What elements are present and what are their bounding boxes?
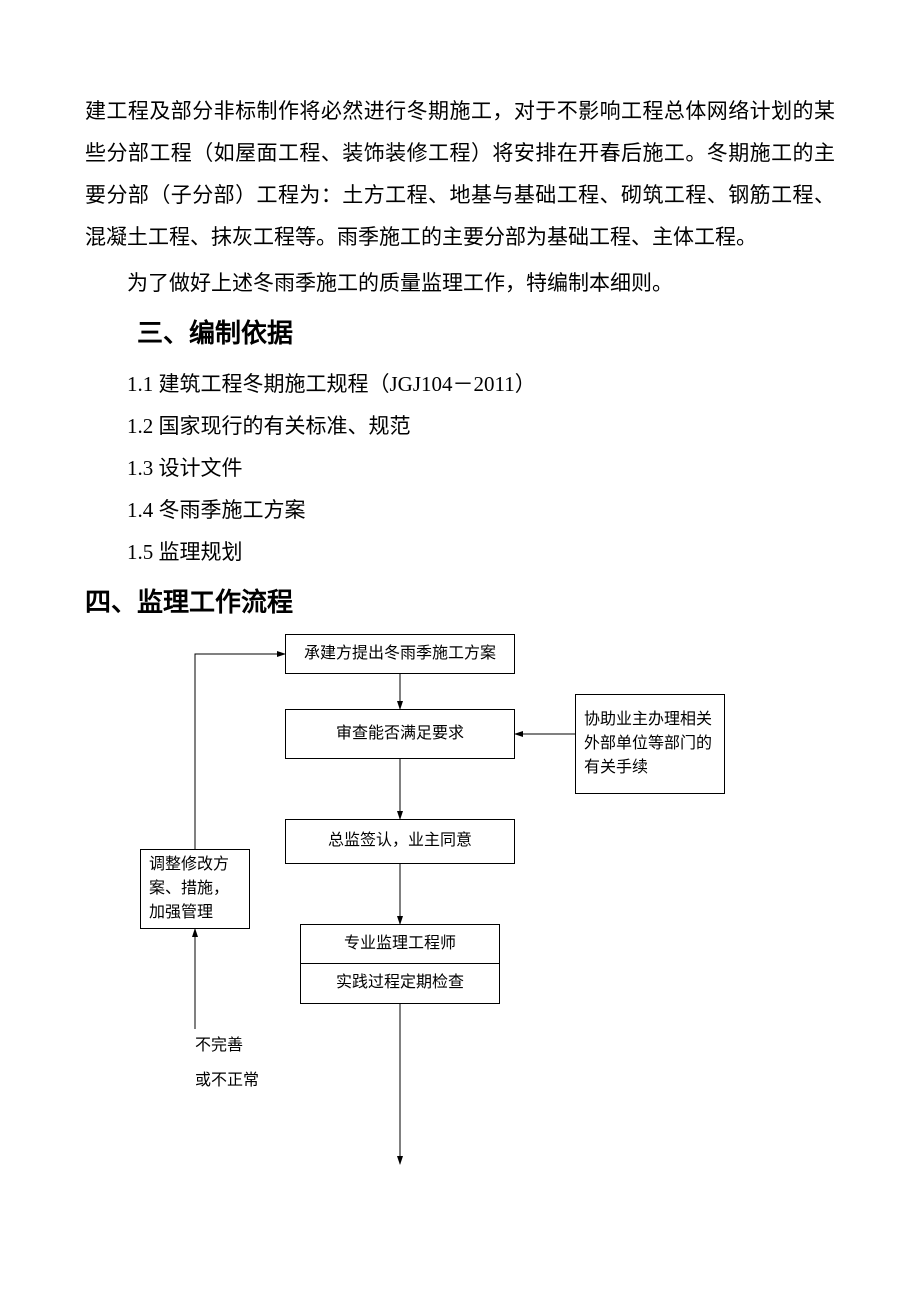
paragraph-1: 建工程及部分非标制作将必然进行冬期施工，对于不影响工程总体网络计划的某些分部工程… [85, 90, 835, 258]
flow-label-incomplete: 不完善 [195, 1034, 243, 1058]
heading-3: 三、编制依据 [85, 310, 835, 357]
document-page: 建工程及部分非标制作将必然进行冬期施工，对于不影响工程总体网络计划的某些分部工程… [0, 0, 920, 1302]
list3-item-1: 1.1 建筑工程冬期施工规程（JGJ104－2011） [85, 363, 835, 405]
flow-node-adjust: 调整修改方案、措施，加强管理 [140, 849, 250, 929]
flow-node-review: 审查能否满足要求 [285, 709, 515, 759]
flow-node-assist-owner: 协助业主办理相关外部单位等部门的有关手续 [575, 694, 725, 794]
list3-item-4: 1.4 冬雨季施工方案 [85, 489, 835, 531]
list3-item-3: 1.3 设计文件 [85, 447, 835, 489]
flow-node-proposal: 承建方提出冬雨季施工方案 [285, 634, 515, 674]
flow-node-inspection: 实践过程定期检查 [300, 964, 500, 1004]
list3-item-5: 1.5 监理规划 [85, 531, 835, 573]
list3-item-2: 1.2 国家现行的有关标准、规范 [85, 405, 835, 447]
heading-4: 四、监理工作流程 [85, 579, 835, 626]
flow-node-approval: 总监签认，业主同意 [285, 819, 515, 864]
flow-label-abnormal: 或不正常 [195, 1069, 259, 1093]
paragraph-2: 为了做好上述冬雨季施工的质量监理工作，特编制本细则。 [85, 262, 835, 304]
flow-node-engineer: 专业监理工程师 [300, 924, 500, 964]
workflow-flowchart: 承建方提出冬雨季施工方案 审查能否满足要求 协助业主办理相关外部单位等部门的有关… [85, 634, 835, 1204]
